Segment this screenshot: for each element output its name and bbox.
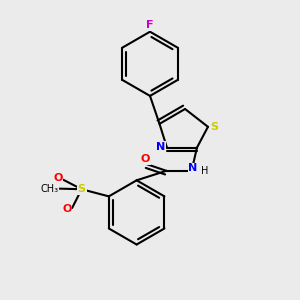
- Text: O: O: [62, 204, 71, 214]
- Text: H: H: [200, 167, 208, 176]
- Text: O: O: [141, 154, 150, 164]
- Text: N: N: [156, 142, 165, 152]
- Text: S: S: [211, 122, 218, 132]
- Text: N: N: [188, 164, 198, 173]
- Text: S: S: [78, 184, 86, 194]
- Text: F: F: [146, 20, 154, 30]
- Text: O: O: [53, 173, 62, 183]
- Text: CH₃: CH₃: [40, 184, 59, 194]
